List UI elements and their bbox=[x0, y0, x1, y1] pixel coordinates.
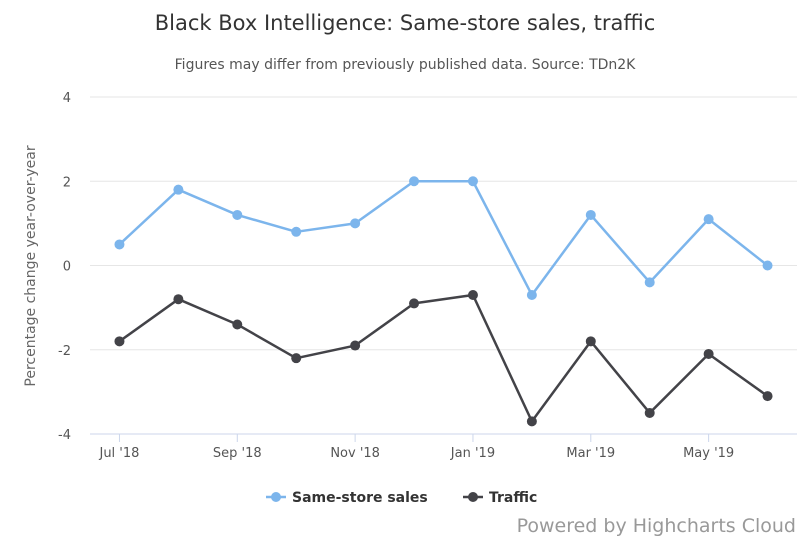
data-point-traffic[interactable] bbox=[703, 348, 714, 359]
y-tick-label: -2 bbox=[58, 344, 71, 359]
data-point-same-store-sales[interactable] bbox=[173, 184, 184, 195]
y-tick-label: -4 bbox=[58, 428, 71, 443]
data-point-same-store-sales[interactable] bbox=[467, 176, 478, 187]
data-point-same-store-sales[interactable] bbox=[644, 277, 655, 288]
legend-item-same-store-sales[interactable]: Same-store sales bbox=[266, 490, 428, 506]
series-line-traffic[interactable] bbox=[118, 293, 769, 423]
legend-marker-same-store-sales bbox=[271, 492, 281, 502]
data-point-same-store-sales[interactable] bbox=[291, 226, 302, 237]
data-point-same-store-sales[interactable] bbox=[409, 176, 420, 187]
x-tick-label: May '19 bbox=[683, 446, 734, 461]
chart-subtitle: Figures may differ from previously publi… bbox=[175, 57, 637, 73]
data-point-same-store-sales[interactable] bbox=[762, 260, 773, 271]
data-point-same-store-sales[interactable] bbox=[350, 218, 361, 229]
legend[interactable]: Same-store sales Traffic bbox=[266, 490, 537, 506]
legend-label-traffic: Traffic bbox=[489, 490, 537, 506]
data-point-traffic[interactable] bbox=[350, 340, 361, 351]
data-point-same-store-sales[interactable] bbox=[232, 209, 243, 220]
legend-label-same-store-sales: Same-store sales bbox=[292, 490, 428, 506]
y-tick-label: 2 bbox=[63, 175, 71, 190]
y-tick-label: 0 bbox=[63, 260, 71, 275]
legend-item-traffic[interactable]: Traffic bbox=[463, 490, 537, 506]
x-tick-label: Jul '18 bbox=[98, 446, 139, 461]
data-point-traffic[interactable] bbox=[467, 289, 478, 300]
chart-title: Black Box Intelligence: Same-store sales… bbox=[155, 11, 656, 35]
x-tick-label: Mar '19 bbox=[566, 446, 615, 461]
x-tick-label: Sep '18 bbox=[213, 446, 262, 461]
data-point-traffic[interactable] bbox=[173, 294, 184, 305]
data-point-same-store-sales[interactable] bbox=[585, 209, 596, 220]
data-point-same-store-sales[interactable] bbox=[114, 239, 125, 250]
data-point-same-store-sales[interactable] bbox=[703, 214, 714, 225]
x-tick-label: Nov '18 bbox=[330, 446, 380, 461]
y-tick-label: 4 bbox=[63, 91, 71, 106]
x-axis: Jul '18 Sep '18 Nov '18 Jan '19 Mar '19 May '… bbox=[90, 433, 797, 461]
data-point-traffic[interactable] bbox=[762, 391, 773, 402]
x-tick-label: Jan '19 bbox=[450, 446, 495, 461]
data-point-traffic[interactable] bbox=[585, 336, 596, 347]
data-point-same-store-sales[interactable] bbox=[526, 289, 537, 300]
grid-lines bbox=[90, 96, 797, 351]
credit-text[interactable]: Powered by Highcharts Cloud bbox=[517, 515, 796, 537]
legend-marker-traffic bbox=[468, 492, 478, 502]
y-axis-labels: 4 2 0 -2 -4 bbox=[58, 91, 71, 443]
data-point-traffic[interactable] bbox=[409, 298, 420, 309]
data-point-traffic[interactable] bbox=[526, 416, 537, 427]
series-line-same-store-sales[interactable] bbox=[118, 180, 769, 297]
y-axis-title: Percentage change year-over-year bbox=[23, 145, 39, 386]
data-point-traffic[interactable] bbox=[232, 319, 243, 330]
data-point-traffic[interactable] bbox=[114, 336, 125, 347]
series-layer bbox=[114, 176, 773, 427]
data-point-traffic[interactable] bbox=[291, 353, 302, 364]
data-point-traffic[interactable] bbox=[644, 407, 655, 418]
